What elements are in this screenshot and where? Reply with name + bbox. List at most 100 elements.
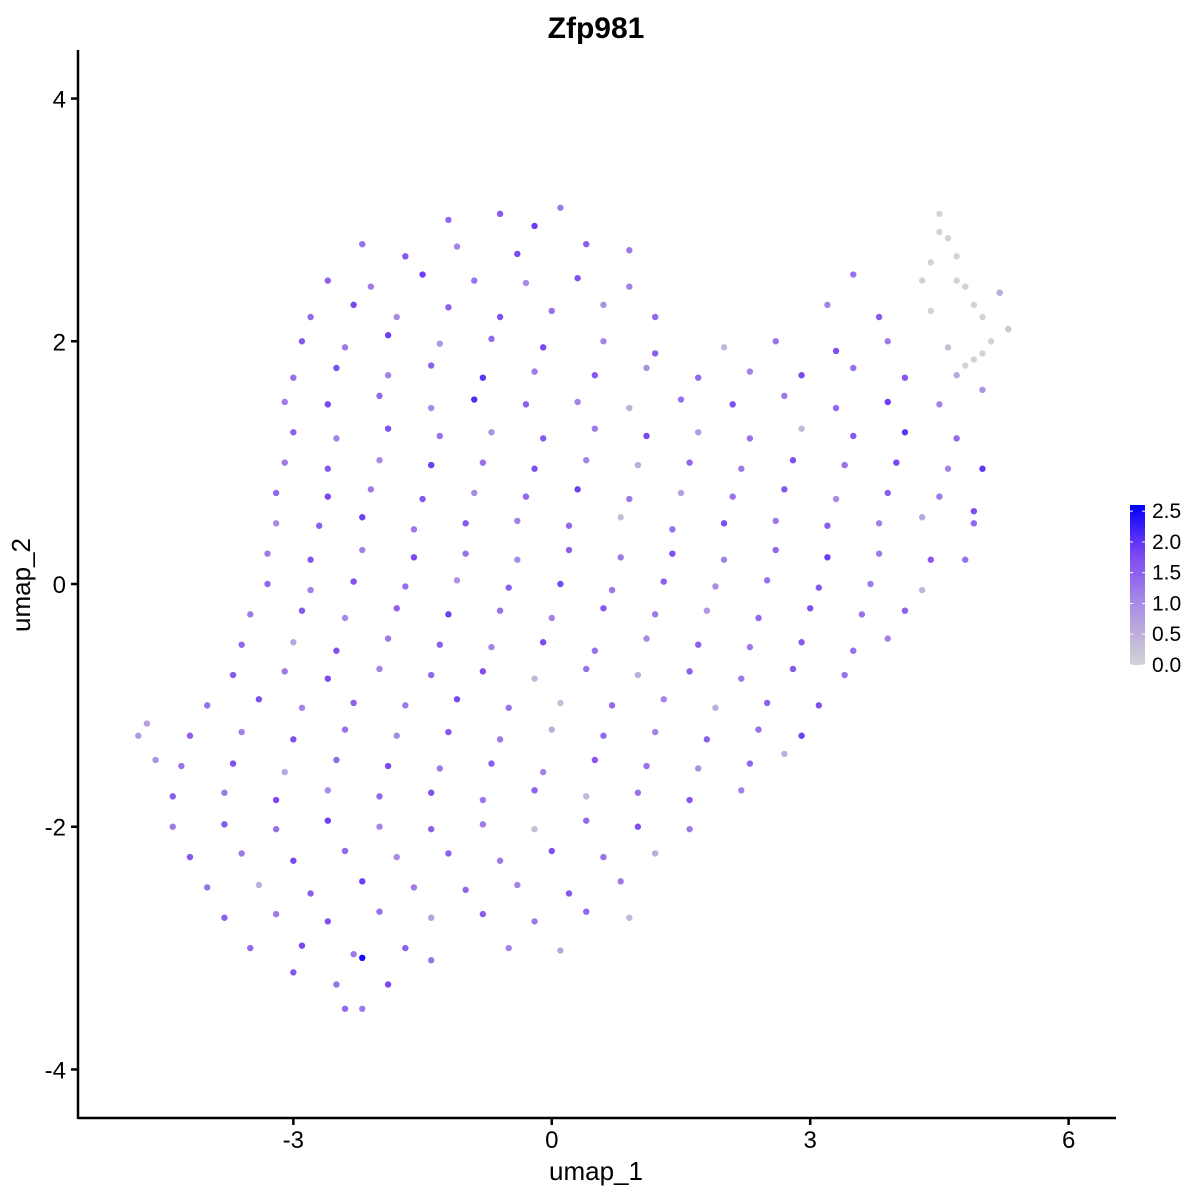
data-point xyxy=(815,702,823,709)
data-point xyxy=(626,404,633,412)
data-point xyxy=(324,493,332,500)
data-point xyxy=(626,247,633,254)
data-point xyxy=(875,550,883,557)
data-point xyxy=(272,489,280,497)
data-point xyxy=(583,817,590,824)
data-point xyxy=(979,386,986,394)
data-point xyxy=(738,675,745,682)
data-point xyxy=(755,726,762,733)
data-point xyxy=(970,520,978,527)
data-point xyxy=(436,340,443,347)
data-point xyxy=(806,605,814,612)
data-point xyxy=(522,279,530,287)
data-point xyxy=(763,699,771,707)
data-point xyxy=(531,368,538,375)
data-point xyxy=(290,969,297,976)
y-tick-label: 0 xyxy=(53,572,66,599)
data-point xyxy=(496,857,504,864)
data-point xyxy=(496,313,504,321)
data-point xyxy=(531,825,538,833)
y-tick-label: 4 xyxy=(53,87,66,114)
data-point xyxy=(376,908,383,915)
data-point xyxy=(574,274,581,282)
data-point xyxy=(221,789,228,796)
data-point xyxy=(186,732,194,739)
data-point xyxy=(936,210,943,218)
data-point xyxy=(746,368,754,375)
data-point xyxy=(324,918,332,925)
data-point xyxy=(634,789,642,796)
data-point xyxy=(608,702,616,709)
data-point xyxy=(617,514,624,521)
data-point xyxy=(298,338,306,345)
legend-label: 1.5 xyxy=(1152,562,1181,585)
x-ticks: -3 0 3 6 xyxy=(283,1118,1075,1154)
data-point xyxy=(324,787,332,794)
data-point xyxy=(557,580,564,588)
data-point xyxy=(591,647,599,654)
data-point xyxy=(781,486,788,493)
y-axis-title: umap_2 xyxy=(6,538,36,632)
data-point xyxy=(402,702,409,709)
data-point xyxy=(643,635,650,642)
data-point xyxy=(359,240,366,248)
data-point xyxy=(746,760,754,767)
data-point xyxy=(522,401,530,408)
data-point xyxy=(927,259,934,266)
data-point xyxy=(445,216,452,224)
data-point xyxy=(376,793,383,800)
data-point xyxy=(471,277,478,284)
data-point xyxy=(798,639,805,646)
data-point xyxy=(548,726,555,733)
data-point xyxy=(772,338,779,345)
data-point xyxy=(617,554,624,561)
data-point xyxy=(875,313,883,321)
y-tick-label: -2 xyxy=(45,815,66,842)
data-point xyxy=(583,908,590,915)
data-point xyxy=(272,910,280,918)
data-point xyxy=(471,489,478,497)
data-point xyxy=(695,374,702,381)
data-point xyxy=(703,607,711,614)
data-point xyxy=(600,605,607,612)
data-point xyxy=(686,796,693,804)
legend: 0.0 0.5 1.0 1.5 2.0 2.5 xyxy=(1130,500,1181,677)
data-point xyxy=(626,283,633,290)
data-point xyxy=(264,550,271,557)
data-point xyxy=(695,641,702,648)
data-point xyxy=(290,374,297,381)
data-point xyxy=(901,429,909,436)
data-point xyxy=(651,313,659,321)
data-point xyxy=(557,947,564,954)
data-point xyxy=(384,635,392,642)
data-point xyxy=(712,704,719,711)
data-point xyxy=(471,396,478,403)
y-ticks: -4 -2 0 2 4 xyxy=(45,87,78,1084)
data-point xyxy=(600,853,607,861)
data-point xyxy=(281,398,288,406)
data-point xyxy=(178,762,185,770)
data-point xyxy=(755,614,762,622)
data-point xyxy=(393,853,400,861)
x-axis-title: umap_1 xyxy=(549,1156,643,1186)
data-point xyxy=(290,857,297,864)
data-point xyxy=(660,578,667,585)
data-point xyxy=(953,253,960,260)
data-point xyxy=(298,704,306,711)
data-point xyxy=(600,301,607,309)
data-point xyxy=(884,398,891,406)
data-point xyxy=(307,556,314,563)
data-point xyxy=(557,204,564,211)
data-point xyxy=(324,675,332,682)
data-point xyxy=(255,881,263,889)
data-point xyxy=(376,665,383,673)
data-point xyxy=(272,796,280,804)
data-point xyxy=(272,825,280,833)
data-point xyxy=(255,696,263,703)
data-point xyxy=(651,350,659,357)
data-point xyxy=(548,847,555,855)
data-point xyxy=(427,825,435,833)
data-point xyxy=(987,338,995,345)
data-point xyxy=(944,234,952,242)
